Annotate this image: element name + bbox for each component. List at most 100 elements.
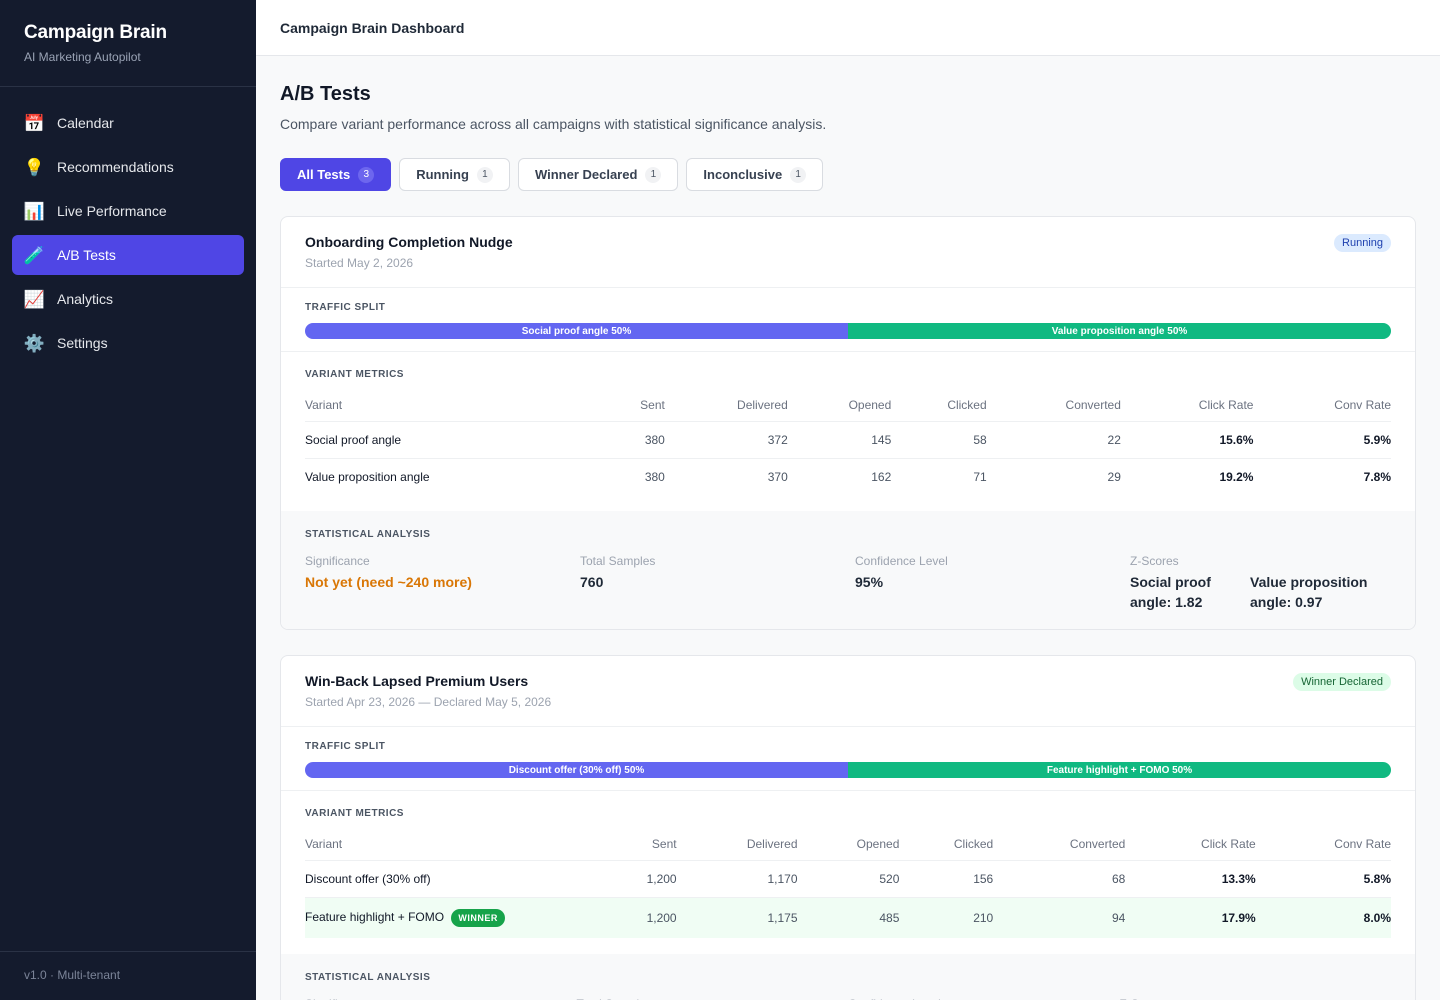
sidebar-item-label: Live Performance bbox=[57, 203, 167, 219]
test-date: Started Apr 23, 2026 — Declared May 5, 2… bbox=[305, 695, 552, 709]
col-converted: Converted bbox=[993, 829, 1126, 861]
test-card-header: Onboarding Completion Nudge Started May … bbox=[281, 217, 1415, 288]
z-score-list: Social proof angle: 1.82 Value propositi… bbox=[1130, 568, 1390, 612]
sidebar-item-recommendations[interactable]: 💡 Recommendations bbox=[12, 147, 244, 187]
statistical-analysis-section: Statistical Analysis Significance Not ye… bbox=[281, 511, 1415, 629]
trend-chart-icon: 📈 bbox=[23, 289, 46, 309]
filter-label: Running bbox=[416, 167, 469, 182]
cell-clicked: 156 bbox=[899, 860, 994, 898]
cell-opened: 162 bbox=[871, 470, 892, 484]
sidebar-nav: 📅 Calendar 💡 Recommendations 📊 Live Perf… bbox=[0, 87, 256, 383]
col-sent: Sent bbox=[605, 829, 677, 861]
cell-variant: Social proof angle bbox=[305, 421, 605, 459]
sidebar-item-live-performance[interactable]: 📊 Live Performance bbox=[12, 191, 244, 231]
col-conv-rate: Conv Rate bbox=[1253, 390, 1391, 422]
sidebar-item-calendar[interactable]: 📅 Calendar bbox=[12, 103, 244, 143]
cell-sent: 380 bbox=[605, 421, 665, 459]
table-row-winner: Feature highlight + FOMO WINNER 1,200 1,… bbox=[305, 897, 1391, 938]
sidebar-item-settings[interactable]: ⚙️ Settings bbox=[12, 323, 244, 363]
brand-subtitle: AI Marketing Autopilot bbox=[24, 50, 141, 64]
sidebar-item-analytics[interactable]: 📈 Analytics bbox=[12, 279, 244, 319]
variant-name: Feature highlight + FOMO bbox=[305, 910, 445, 925]
cell-converted: 68 bbox=[993, 860, 1126, 898]
filter-label: Winner Declared bbox=[534, 167, 638, 182]
cell-sent: 380 bbox=[644, 470, 665, 484]
calendar-icon: 📅 bbox=[23, 113, 46, 133]
split-segment-a: Discount offer (30% off) 50% bbox=[305, 762, 848, 778]
topbar-title: Campaign Brain Dashboard bbox=[280, 19, 465, 36]
cell-sent: 1,200 bbox=[605, 860, 677, 898]
filter-count: 1 bbox=[645, 166, 662, 183]
statistical-analysis-section: Statistical Analysis Significance Total … bbox=[281, 954, 1415, 1000]
brand: Campaign Brain AI Marketing Autopilot bbox=[0, 0, 256, 87]
col-delivered: Delivered bbox=[676, 829, 798, 861]
sidebar-item-label: Recommendations bbox=[57, 159, 174, 175]
col-opened: Opened bbox=[797, 829, 900, 861]
stats-grid: Significance Total Samples Confidence Le… bbox=[305, 997, 1391, 1000]
cell-variant: Value proposition angle bbox=[305, 470, 430, 484]
filter-winner-declared[interactable]: Winner Declared 1 bbox=[517, 158, 679, 191]
sidebar-item-ab-tests[interactable]: 🧪 A/B Tests bbox=[12, 235, 244, 275]
stat-z-scores: Z-Scores Social proof angle: 1.82 Value … bbox=[1130, 554, 1390, 612]
stat-label: Total Samples bbox=[577, 997, 849, 1000]
winner-badge: WINNER bbox=[451, 909, 505, 927]
stat-value: Not yet (need ~240 more) bbox=[305, 574, 472, 590]
stat-significance: Significance Not yet (need ~240 more) bbox=[305, 554, 580, 612]
traffic-split-section: Traffic Split Discount offer (30% off) 5… bbox=[281, 727, 1415, 791]
sidebar-item-label: Settings bbox=[57, 335, 108, 351]
cell-clicked: 71 bbox=[973, 470, 987, 484]
cell-delivered: 370 bbox=[767, 470, 788, 484]
filter-count: 1 bbox=[790, 166, 807, 183]
traffic-split-bar: Social proof angle 50% Value proposition… bbox=[305, 323, 1391, 339]
variant-metrics-section: Variant Metrics Variant Sent Delivered O… bbox=[281, 791, 1415, 954]
section-label: Statistical Analysis bbox=[305, 529, 431, 540]
metrics-table: Variant Sent Delivered Opened Clicked Co… bbox=[305, 390, 1391, 495]
filter-inconclusive[interactable]: Inconclusive 1 bbox=[686, 158, 824, 191]
stat-significance: Significance bbox=[305, 997, 577, 1000]
cell-sent: 1,200 bbox=[605, 897, 677, 938]
section-label: Traffic Split bbox=[305, 302, 386, 313]
table-header-row: Variant Sent Delivered Opened Clicked Co… bbox=[305, 829, 1391, 861]
stat-z-scores: Z-Scores bbox=[1120, 997, 1392, 1000]
section-label: Variant Metrics bbox=[305, 808, 404, 819]
stat-label: Confidence Level bbox=[855, 554, 948, 568]
page-description: Compare variant performance across all c… bbox=[280, 116, 827, 132]
test-tube-icon: 🧪 bbox=[23, 245, 46, 265]
cell-conv-rate: 5.9% bbox=[1253, 421, 1391, 459]
sidebar-item-label: A/B Tests bbox=[57, 247, 116, 263]
cell-opened: 485 bbox=[797, 897, 900, 938]
z-score-value: Value proposition angle: 0.97 bbox=[1250, 574, 1368, 610]
table-header-row: Variant Sent Delivered Opened Clicked Co… bbox=[305, 390, 1391, 422]
gear-icon: ⚙️ bbox=[23, 333, 46, 353]
filter-all-tests[interactable]: All Tests 3 bbox=[280, 158, 392, 191]
traffic-split-bar: Discount offer (30% off) 50% Feature hig… bbox=[305, 762, 1391, 778]
col-variant: Variant bbox=[305, 390, 605, 422]
col-delivered: Delivered bbox=[664, 390, 788, 422]
stat-value: 760 bbox=[580, 574, 604, 590]
col-click-rate: Click Rate bbox=[1120, 390, 1254, 422]
cell-conv-rate: 5.8% bbox=[1255, 860, 1391, 898]
col-click-rate: Click Rate bbox=[1125, 829, 1256, 861]
main-content: A/B Tests Compare variant performance ac… bbox=[256, 56, 1440, 1000]
cell-click-rate: 19.2% bbox=[1219, 470, 1254, 484]
filter-running[interactable]: Running 1 bbox=[399, 158, 510, 191]
test-name: Onboarding Completion Nudge bbox=[305, 234, 513, 250]
cell-conv-rate: 8.0% bbox=[1255, 897, 1391, 938]
cell-variant: Discount offer (30% off) bbox=[305, 860, 605, 898]
stat-total-samples: Total Samples bbox=[577, 997, 849, 1000]
cell-opened: 145 bbox=[787, 421, 892, 459]
section-label: Statistical Analysis bbox=[305, 972, 431, 983]
status-badge: Running bbox=[1334, 234, 1391, 252]
cell-click-rate: 17.9% bbox=[1125, 897, 1256, 938]
col-clicked: Clicked bbox=[899, 829, 994, 861]
section-label: Traffic Split bbox=[305, 741, 386, 752]
cell-click-rate: 15.6% bbox=[1120, 421, 1254, 459]
col-conv-rate: Conv Rate bbox=[1255, 829, 1391, 861]
metrics-table: Variant Sent Delivered Opened Clicked Co… bbox=[305, 829, 1391, 938]
test-date: Started May 2, 2026 bbox=[305, 256, 414, 270]
col-variant: Variant bbox=[305, 829, 605, 861]
variant-metrics-section: Variant Metrics Variant Sent Delivered O… bbox=[281, 352, 1415, 511]
lightbulb-icon: 💡 bbox=[23, 157, 46, 177]
filter-label: All Tests bbox=[297, 167, 351, 182]
stats-grid: Significance Not yet (need ~240 more) To… bbox=[305, 554, 1391, 612]
